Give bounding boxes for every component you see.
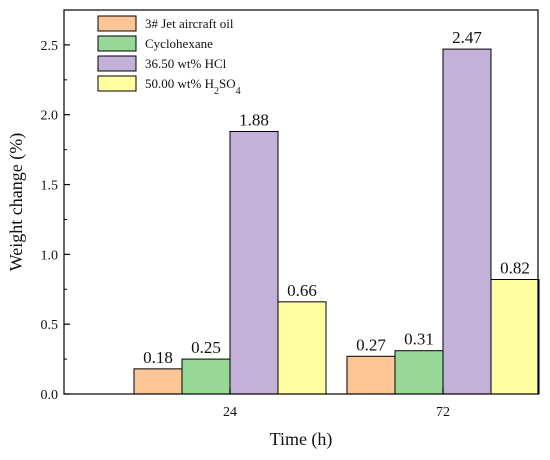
y-tick-label: 1.0 (41, 248, 59, 263)
bar-value-label: 0.82 (500, 258, 530, 277)
bar (490, 278, 540, 395)
legend-label: 36.50 wt% HCl (145, 56, 227, 71)
legend-swatch (97, 75, 137, 92)
legend-label: Cyclohexane (145, 36, 213, 51)
y-tick-label: 1.5 (41, 179, 59, 194)
x-axis-ticks: 24 72 (223, 388, 450, 420)
bar (346, 355, 396, 395)
data-labels-layer: 0.18 0.25 1.88 0.66 0.27 0.31 2.47 0.82 (143, 28, 530, 367)
bar-value-label: 0.27 (356, 335, 386, 354)
legend-swatch (97, 35, 137, 52)
bar-value-label: 2.47 (452, 28, 482, 47)
y-tick-label: 0.5 (41, 318, 59, 333)
y-axis-title: Weight change (%) (6, 133, 27, 272)
bars-layer (133, 48, 540, 395)
bar-value-label: 0.25 (191, 338, 221, 357)
bar (133, 368, 183, 395)
bar-value-label: 0.31 (404, 330, 434, 349)
bar (277, 301, 327, 395)
y-axis-ticks: 0.0 0.5 1.0 1.5 2.0 2.5 (41, 39, 70, 403)
y-tick-label: 2.5 (41, 39, 59, 54)
legend: 3# Jet aircraft oil Cyclohexane 36.50 wt% … (97, 15, 241, 97)
legend-label: 50.00 wt% H2SO4 (145, 76, 241, 97)
bar (181, 358, 231, 395)
x-axis-title: Time (h) (270, 429, 333, 450)
bar-value-label: 0.66 (287, 281, 317, 300)
bar-value-label: 0.18 (143, 348, 173, 367)
plot-frame (63, 9, 539, 395)
bar (229, 130, 279, 395)
bar (394, 350, 444, 395)
y-tick-label: 2.0 (41, 109, 59, 124)
legend-swatch (97, 15, 137, 32)
x-tick-label: 24 (223, 405, 237, 420)
y-tick-label: 0.0 (41, 388, 59, 403)
legend-label: 3# Jet aircraft oil (145, 16, 234, 31)
bar-value-label: 1.88 (239, 110, 269, 129)
x-tick-label: 72 (436, 405, 450, 420)
legend-swatch (97, 55, 137, 72)
bar (442, 48, 492, 395)
